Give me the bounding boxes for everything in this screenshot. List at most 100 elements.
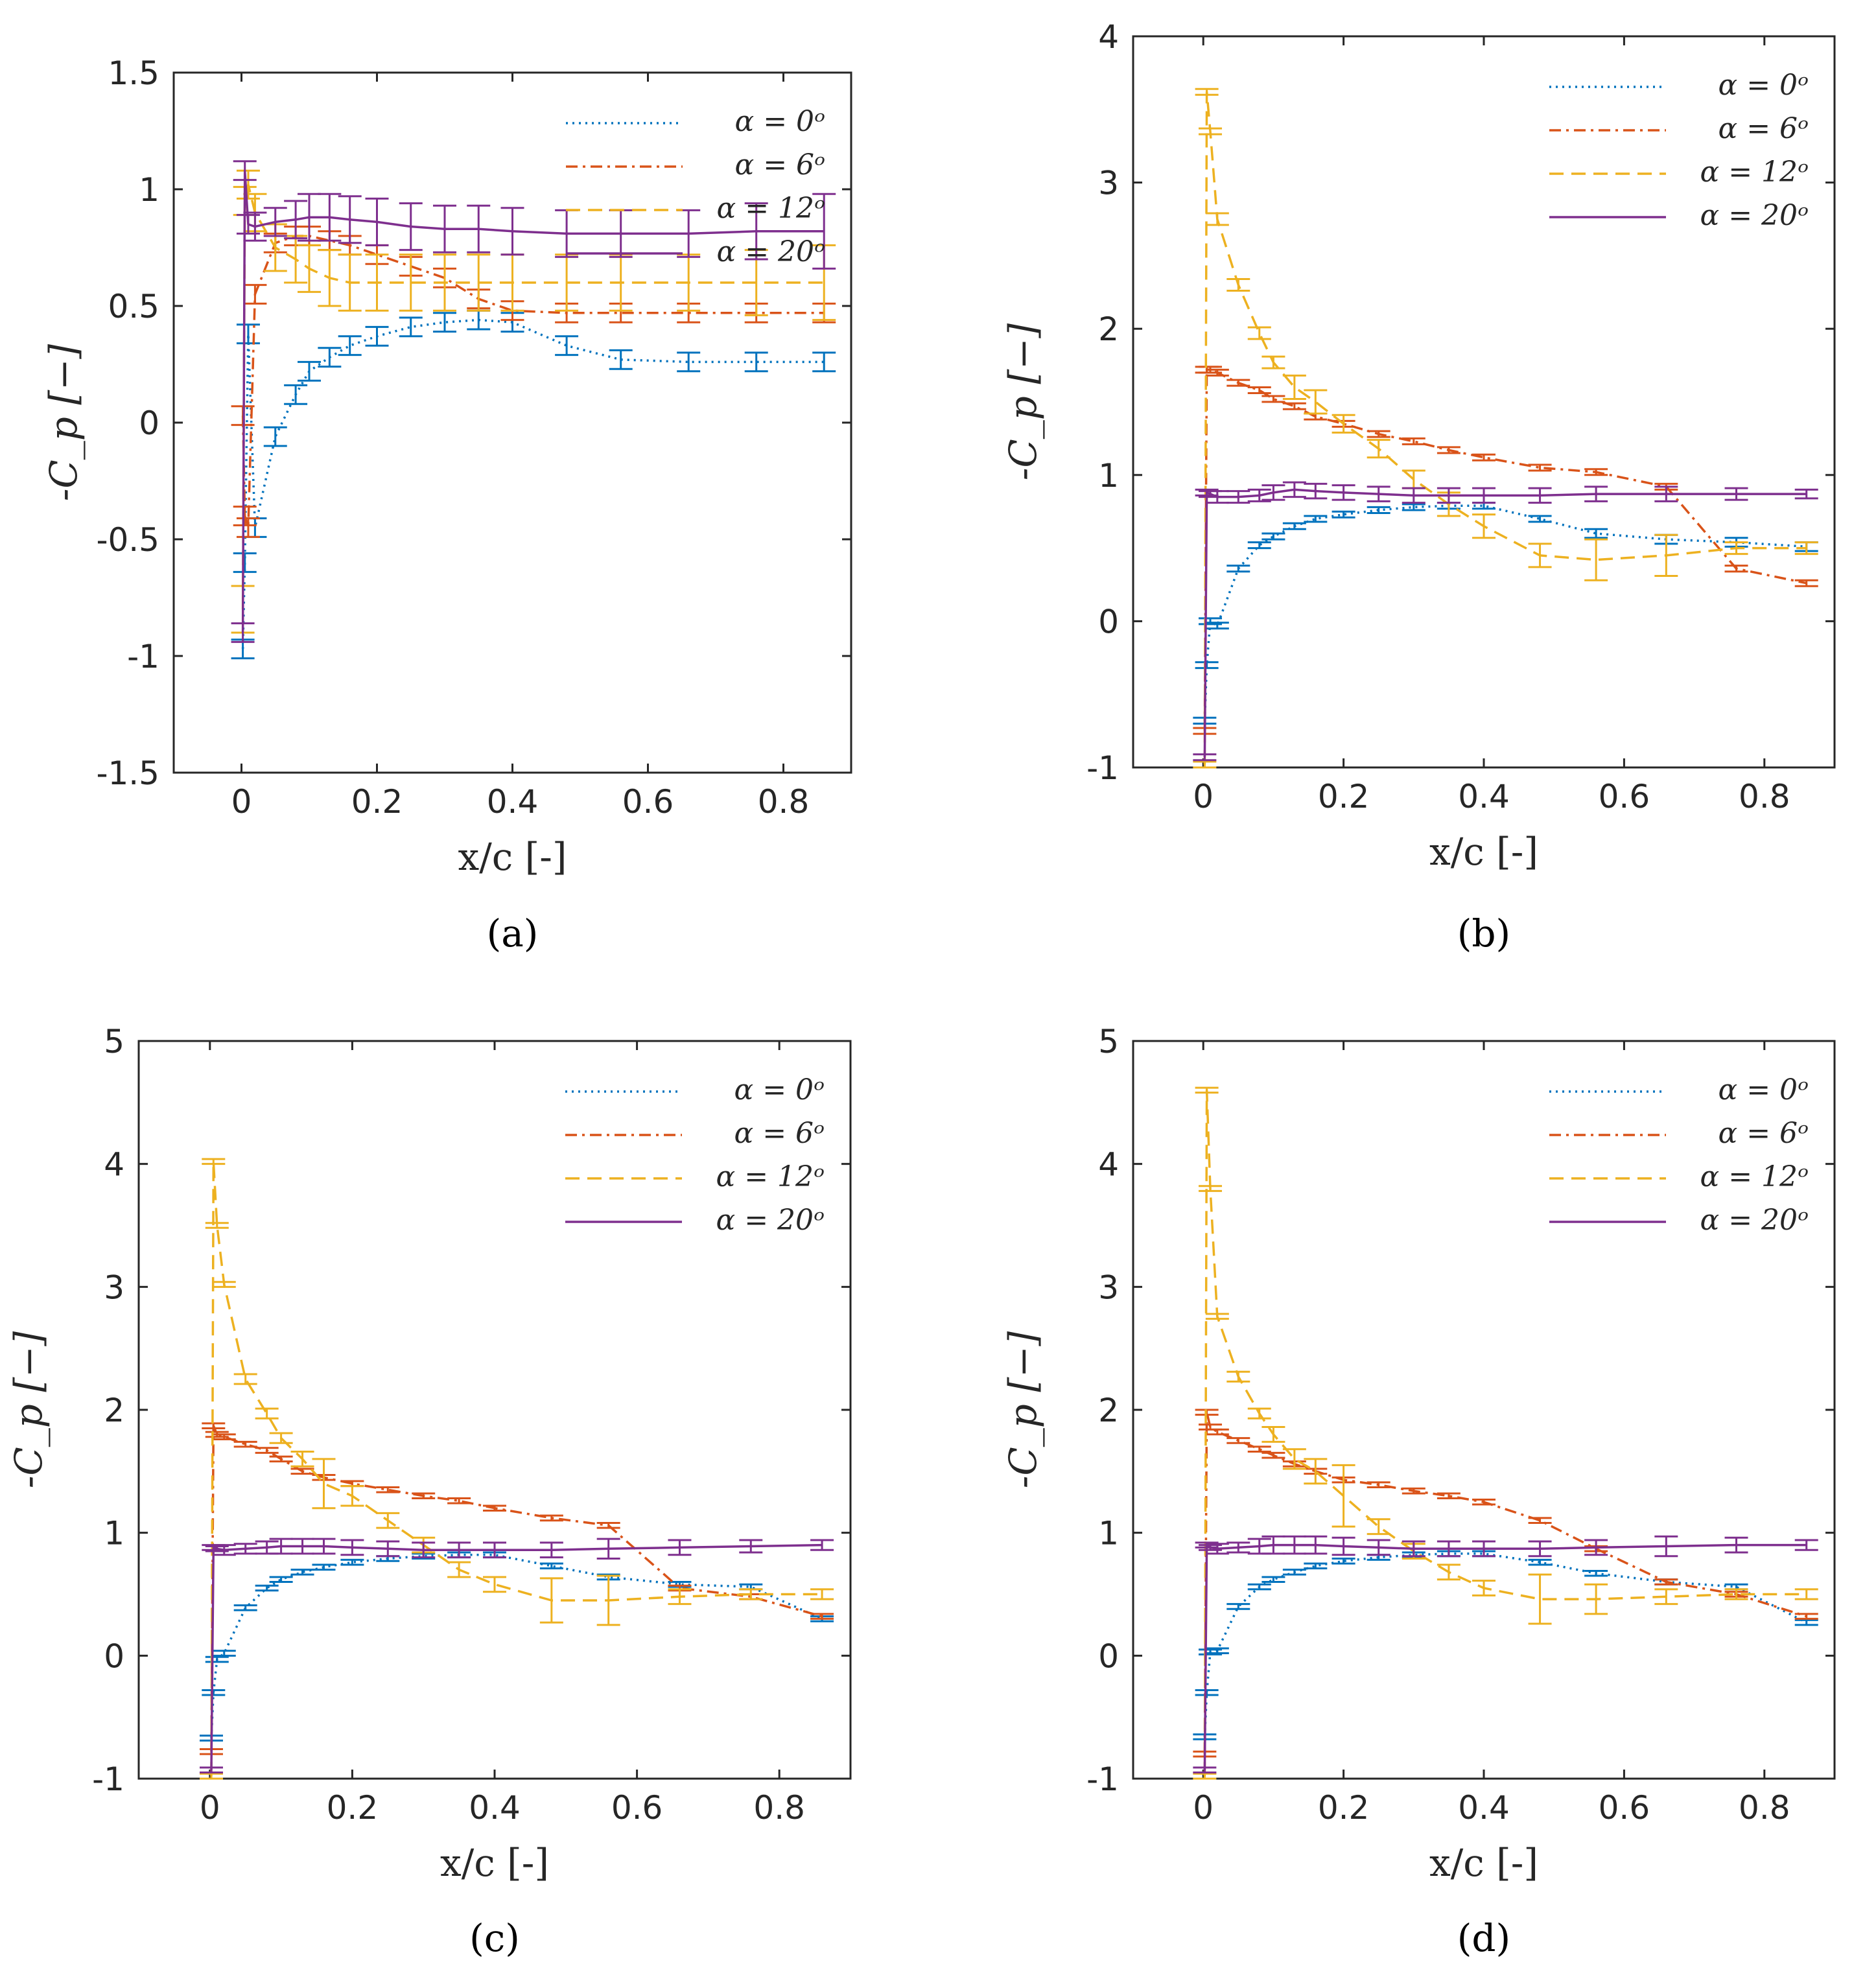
error-bar <box>1794 1539 1818 1551</box>
error-bar <box>269 1538 293 1555</box>
error-bar <box>810 1613 834 1620</box>
error-bar <box>1205 1428 1229 1436</box>
error-bar <box>1195 1086 1219 1094</box>
panel-caption: (c) <box>469 1916 520 1960</box>
error-bar <box>1304 515 1328 523</box>
error-bar <box>298 360 321 382</box>
series-3 <box>231 160 836 643</box>
error-bar <box>1528 487 1552 504</box>
x-tick-label: 0 <box>1193 1789 1214 1827</box>
y-tick-label: 5 <box>1098 1023 1119 1060</box>
error-bar <box>1247 386 1271 394</box>
error-bar <box>263 207 287 237</box>
error-bar <box>1247 488 1271 502</box>
x-axis-label: x/c [-] <box>440 1841 549 1885</box>
error-bar <box>290 1468 314 1475</box>
error-bar <box>1282 1448 1306 1470</box>
error-bar <box>233 1604 257 1611</box>
error-bar <box>399 202 423 251</box>
x-tick-label: 0.2 <box>327 1789 379 1827</box>
y-axis-label: -C_p [−] <box>1001 323 1045 480</box>
x-tick-label: 0.4 <box>487 783 539 821</box>
panel-b: 0 0.2 0.4 0.6 0.8 -1 0 1 2 3 4 x/c [-] -C_p [−] α = 0… <box>1001 18 1836 955</box>
error-bar <box>338 335 362 357</box>
legend-label: α = 6ᵒ <box>734 1117 825 1150</box>
error-bar <box>1584 1569 1608 1577</box>
x-tick-label: 0.6 <box>622 783 674 821</box>
error-bar <box>236 517 260 538</box>
error-bar <box>1366 485 1390 502</box>
error-bar <box>1226 1370 1250 1383</box>
error-bar <box>1366 506 1390 514</box>
error-bar <box>1472 1540 1496 1558</box>
error-bar <box>340 1558 364 1566</box>
error-bar <box>1584 528 1608 539</box>
error-bar <box>340 1539 364 1556</box>
error-bar <box>1247 326 1271 340</box>
y-axis-label: -C_p [−] <box>41 344 86 501</box>
legend: α = 0ᵒ α = 6ᵒ α = 12ᵒ α = 20ᵒ <box>566 105 825 268</box>
error-bar <box>376 1486 400 1493</box>
error-bar <box>233 1373 257 1385</box>
error-bar <box>212 1544 236 1556</box>
error-bar <box>236 214 260 235</box>
legend-item: α = 6ᵒ <box>565 1117 825 1150</box>
error-bar <box>236 323 260 345</box>
error-bar <box>1724 541 1748 555</box>
error-bar <box>1402 1540 1425 1558</box>
error-bar <box>212 1650 236 1657</box>
error-bar <box>263 426 287 447</box>
error-bar <box>1402 503 1425 511</box>
error-bar <box>739 1539 763 1554</box>
error-bar <box>1724 565 1748 573</box>
error-bar <box>1195 1689 1219 1696</box>
legend-label: α = 12ᵒ <box>717 192 826 225</box>
error-bar <box>739 1588 763 1600</box>
error-bar <box>812 351 836 373</box>
legend-label: α = 12ᵒ <box>1700 156 1809 189</box>
y-tick-label: 2 <box>1098 310 1119 348</box>
error-bar <box>284 200 308 240</box>
x-tick-label: 0 <box>231 783 252 821</box>
error-bar <box>243 284 267 305</box>
panel-a: 0 0.2 0.4 0.6 0.8 -1.5 -1 -0.5 0 0.5 1 1.5 x/c [-] -C… <box>41 54 852 955</box>
error-bar <box>1331 510 1355 519</box>
panel-caption: (a) <box>487 911 539 955</box>
error-bar <box>1528 463 1552 472</box>
legend-label: α = 0ᵒ <box>735 105 826 138</box>
error-bar <box>677 351 701 373</box>
legend-label: α = 20ᵒ <box>717 235 826 268</box>
error-bar <box>609 349 633 370</box>
x-axis-label: x/c [-] <box>458 835 567 879</box>
legend-item: α = 20ᵒ <box>1549 199 1809 232</box>
y-tick-label: 1 <box>104 1515 124 1552</box>
error-bar <box>1528 1517 1552 1524</box>
error-bar <box>365 253 389 312</box>
y-tick-label: 2 <box>1098 1392 1119 1429</box>
error-bar <box>1205 1543 1229 1555</box>
error-bar <box>298 244 321 293</box>
x-tick-label: 0.2 <box>351 783 403 821</box>
error-bar <box>483 1541 506 1559</box>
error-bar <box>412 1492 436 1500</box>
y-tick-label: 0 <box>1098 1637 1119 1675</box>
error-bar <box>376 1540 400 1558</box>
error-bar <box>1472 487 1496 504</box>
error-bar <box>255 1447 279 1454</box>
error-bar <box>483 1504 506 1512</box>
error-bar <box>1654 485 1678 502</box>
error-bar <box>447 1497 471 1504</box>
error-bar <box>290 1450 314 1468</box>
y-tick-label: -1 <box>127 638 159 675</box>
error-bar <box>1366 1539 1390 1556</box>
error-bar <box>1195 661 1219 670</box>
series-2 <box>199 1158 834 1780</box>
error-bar <box>318 347 342 368</box>
error-bar <box>1282 402 1306 410</box>
error-bar <box>1226 379 1250 387</box>
error-bar <box>233 506 257 526</box>
error-bar <box>539 1514 563 1522</box>
error-bar <box>365 197 389 246</box>
error-bar <box>1205 1313 1229 1320</box>
panel-d: 0 0.2 0.4 0.6 0.8 -1 0 1 2 3 4 5 x/c [-] -C_p [−] α = … <box>1001 1023 1836 1960</box>
